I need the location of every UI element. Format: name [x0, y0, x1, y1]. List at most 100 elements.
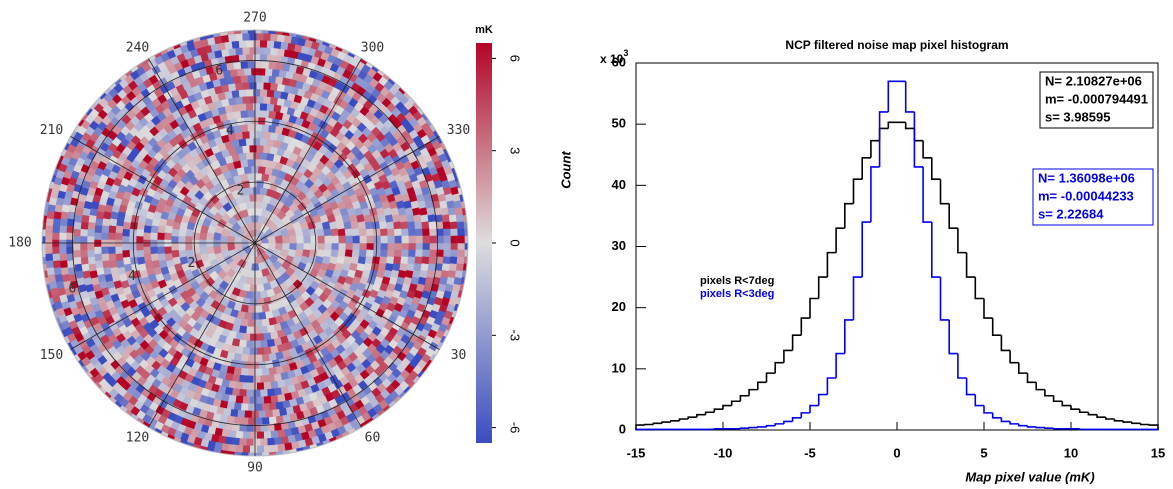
histogram-bin — [939, 277, 950, 321]
map-pixel — [422, 228, 431, 237]
map-pixel — [448, 263, 458, 272]
stats-box — [1039, 71, 1154, 129]
map-pixel — [108, 217, 118, 227]
map-pixel — [330, 228, 339, 237]
radial-tick-label: 2 — [188, 256, 196, 271]
map-pixel — [277, 48, 286, 57]
map-pixel — [270, 82, 279, 91]
map-pixel — [441, 214, 451, 223]
map-pixel — [233, 402, 242, 411]
map-pixel — [323, 228, 332, 237]
map-pixel — [263, 381, 272, 390]
map-pixel — [247, 74, 256, 83]
map-pixel — [442, 221, 451, 230]
histogram-bin — [878, 111, 889, 167]
x-tick-label: 5 — [980, 445, 987, 460]
map-pixel — [266, 374, 275, 383]
map-pixel — [256, 431, 265, 440]
map-pixel — [231, 373, 240, 383]
map-pixel — [258, 410, 266, 419]
map-pixel — [259, 137, 268, 146]
map-pixel — [259, 102, 268, 111]
map-pixel — [121, 242, 130, 251]
histogram-bin — [835, 227, 845, 253]
x-tick-label: -5 — [804, 445, 816, 460]
map-pixel — [115, 224, 124, 234]
y-multiplier: x 103 — [600, 48, 628, 66]
histogram-bin — [931, 157, 941, 181]
map-pixel — [283, 442, 293, 452]
histogram-bin — [1087, 412, 1098, 416]
map-pixel — [259, 438, 268, 447]
map-pixel — [52, 224, 61, 233]
map-pixel — [163, 246, 172, 255]
map-pixel — [242, 81, 251, 90]
map-pixel — [107, 246, 116, 254]
map-pixel — [261, 123, 270, 133]
y-tick-label: 40 — [612, 177, 626, 192]
map-pixel — [142, 246, 151, 255]
map-pixel — [247, 319, 256, 328]
map-pixel — [245, 88, 254, 97]
angle-tick-label: 330 — [447, 123, 470, 138]
map-pixel — [256, 396, 265, 405]
map-pixel — [256, 445, 265, 454]
histogram-bin — [983, 298, 993, 319]
histogram-bin — [800, 317, 810, 336]
map-pixel — [454, 207, 464, 216]
map-pixel — [81, 263, 90, 272]
map-pixel — [254, 74, 263, 83]
map-pixel — [337, 228, 346, 237]
histogram-bin — [852, 178, 863, 204]
map-pixel — [108, 224, 117, 234]
map-pixel — [128, 249, 138, 258]
histogram-bin — [991, 318, 1002, 336]
colorbar-tick-label: -6 — [508, 422, 523, 434]
histogram-bin — [739, 394, 750, 402]
angle-tick-label: 270 — [243, 11, 266, 26]
map-pixel — [242, 396, 251, 405]
map-pixel — [259, 39, 268, 48]
map-pixel — [79, 228, 88, 237]
map-pixel — [164, 252, 173, 262]
y-tick-label: 50 — [612, 116, 626, 131]
map-pixel — [231, 40, 240, 49]
angle-grid — [148, 58, 256, 244]
map-pixel — [240, 74, 249, 83]
map-pixel — [394, 235, 403, 244]
map-pixel — [80, 221, 89, 230]
map-pixel — [277, 34, 286, 43]
map-pixel — [249, 298, 258, 307]
map-pixel — [345, 242, 354, 251]
map-pixel — [394, 242, 403, 251]
histogram-bin — [922, 166, 932, 223]
map-pixel — [429, 242, 438, 251]
map-pixel — [414, 256, 423, 265]
map-pixel — [254, 403, 263, 412]
map-pixel — [331, 235, 340, 244]
histogram-bin — [1000, 417, 1011, 423]
map-pixel — [247, 109, 256, 118]
map-pixel — [79, 235, 88, 244]
map-pixel — [296, 235, 305, 244]
map-pixel — [415, 228, 424, 237]
map-pixel — [238, 138, 247, 147]
histogram-bin — [739, 427, 750, 429]
map-pixel — [365, 228, 375, 237]
angle-grid — [254, 58, 362, 244]
map-pixel — [261, 403, 270, 412]
map-pixel — [380, 228, 389, 237]
map-pixel — [414, 221, 423, 230]
map-pixel — [252, 389, 261, 398]
map-pixel — [101, 253, 110, 262]
map-pixel — [60, 266, 69, 276]
histogram-bin — [835, 352, 845, 379]
map-pixel — [427, 214, 436, 223]
map-pixel — [52, 259, 61, 269]
map-pixel — [46, 266, 55, 276]
map-pixel — [135, 235, 144, 244]
histogram-bin — [1078, 428, 1089, 431]
map-pixel — [122, 221, 131, 230]
map-pixel — [242, 332, 251, 342]
map-pixel — [421, 221, 430, 230]
